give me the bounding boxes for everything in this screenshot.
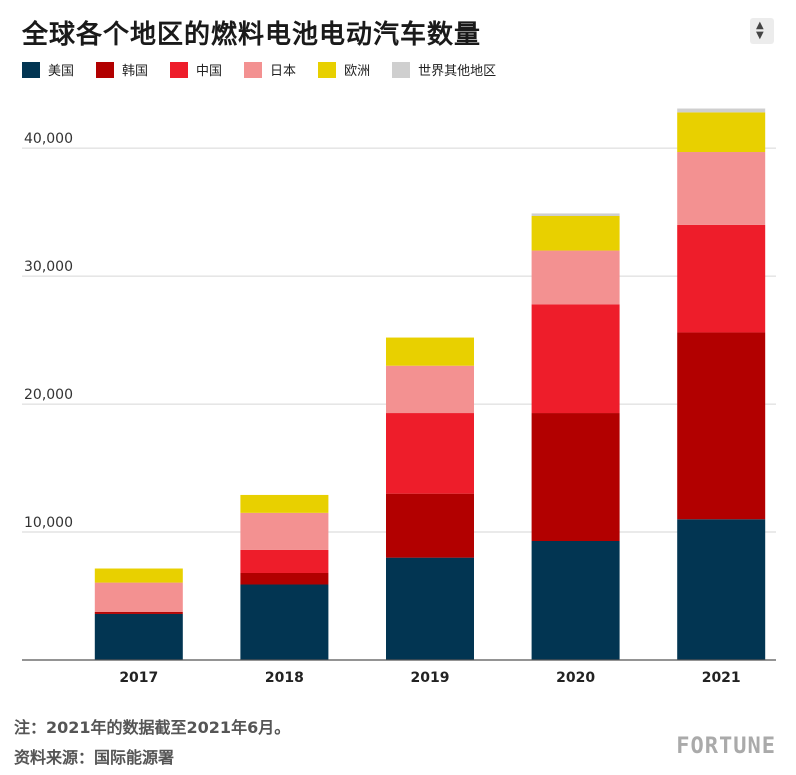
y-tick-label: 20,000 bbox=[24, 387, 73, 403]
bar-segment bbox=[531, 213, 620, 216]
bar-segment bbox=[94, 568, 183, 583]
bar-segment bbox=[94, 612, 183, 614]
legend-label: 欧洲 bbox=[344, 64, 371, 79]
bar-segment bbox=[240, 494, 329, 513]
bar-segment bbox=[386, 557, 474, 660]
legend-label: 韩国 bbox=[122, 64, 149, 79]
x-tick-label: 2017 bbox=[119, 670, 158, 686]
bar-segment bbox=[677, 108, 766, 113]
bar-segment bbox=[677, 332, 766, 520]
legend-item: 欧洲 bbox=[318, 60, 370, 79]
bar-segment bbox=[386, 365, 474, 414]
bar-segment bbox=[240, 572, 329, 585]
bar-segment bbox=[677, 224, 766, 333]
bar-segment bbox=[240, 549, 329, 573]
legend-swatch bbox=[244, 61, 263, 78]
bar-segment bbox=[531, 413, 620, 542]
x-tick-label: 2018 bbox=[265, 670, 304, 686]
legend-label: 美国 bbox=[48, 64, 75, 79]
arrow-up-icon: ▲ bbox=[756, 20, 764, 31]
legend-swatch bbox=[392, 61, 411, 78]
bar-segment bbox=[531, 215, 620, 251]
bar-segment bbox=[531, 304, 620, 414]
chart-legend: 美国 韩国 中国 日本 欧洲 世界其他地区 bbox=[22, 60, 518, 79]
legend-label: 日本 bbox=[270, 64, 297, 79]
bar-segment bbox=[677, 152, 766, 225]
arrow-down-icon: ▼ bbox=[756, 30, 764, 41]
bar-segment bbox=[386, 413, 474, 494]
chart-source: 资料来源：国际能源署 bbox=[14, 748, 175, 767]
legend-item: 中国 bbox=[170, 60, 222, 79]
legend-item: 美国 bbox=[22, 60, 74, 79]
y-tick-label: 30,000 bbox=[24, 259, 73, 275]
legend-item: 韩国 bbox=[96, 60, 148, 79]
bar-segment bbox=[531, 250, 620, 305]
y-tick-label: 40,000 bbox=[24, 131, 73, 147]
x-tick-label: 2021 bbox=[702, 670, 741, 686]
legend-label: 世界其他地区 bbox=[418, 64, 497, 79]
chart-footnote: 注：2021年的数据截至2021年6月。 bbox=[14, 718, 291, 737]
fortune-logo: FORTUNE bbox=[676, 734, 776, 759]
bar-segment bbox=[240, 512, 329, 550]
x-tick-label: 2019 bbox=[411, 670, 450, 686]
bar-segment bbox=[531, 541, 620, 660]
bar-segment bbox=[677, 519, 766, 660]
legend-item: 世界其他地区 bbox=[392, 60, 496, 79]
bar-segment bbox=[386, 493, 474, 558]
legend-swatch bbox=[318, 61, 337, 78]
legend-swatch bbox=[96, 61, 115, 78]
y-tick-label: 10,000 bbox=[24, 515, 73, 531]
x-tick-label: 2020 bbox=[556, 670, 595, 686]
scroll-arrows-button[interactable]: ▲ ▼ bbox=[750, 18, 774, 44]
bar-segment bbox=[240, 584, 329, 660]
legend-item: 日本 bbox=[244, 60, 296, 79]
bar-segment bbox=[94, 613, 183, 660]
chart-title: 全球各个地区的燃料电池电动汽车数量 bbox=[22, 20, 482, 50]
bar-segment bbox=[677, 112, 766, 153]
bar-segment bbox=[386, 337, 474, 366]
legend-swatch bbox=[22, 61, 40, 78]
legend-label: 中国 bbox=[196, 64, 223, 79]
bar-segment bbox=[94, 582, 183, 613]
legend-swatch bbox=[170, 61, 189, 78]
